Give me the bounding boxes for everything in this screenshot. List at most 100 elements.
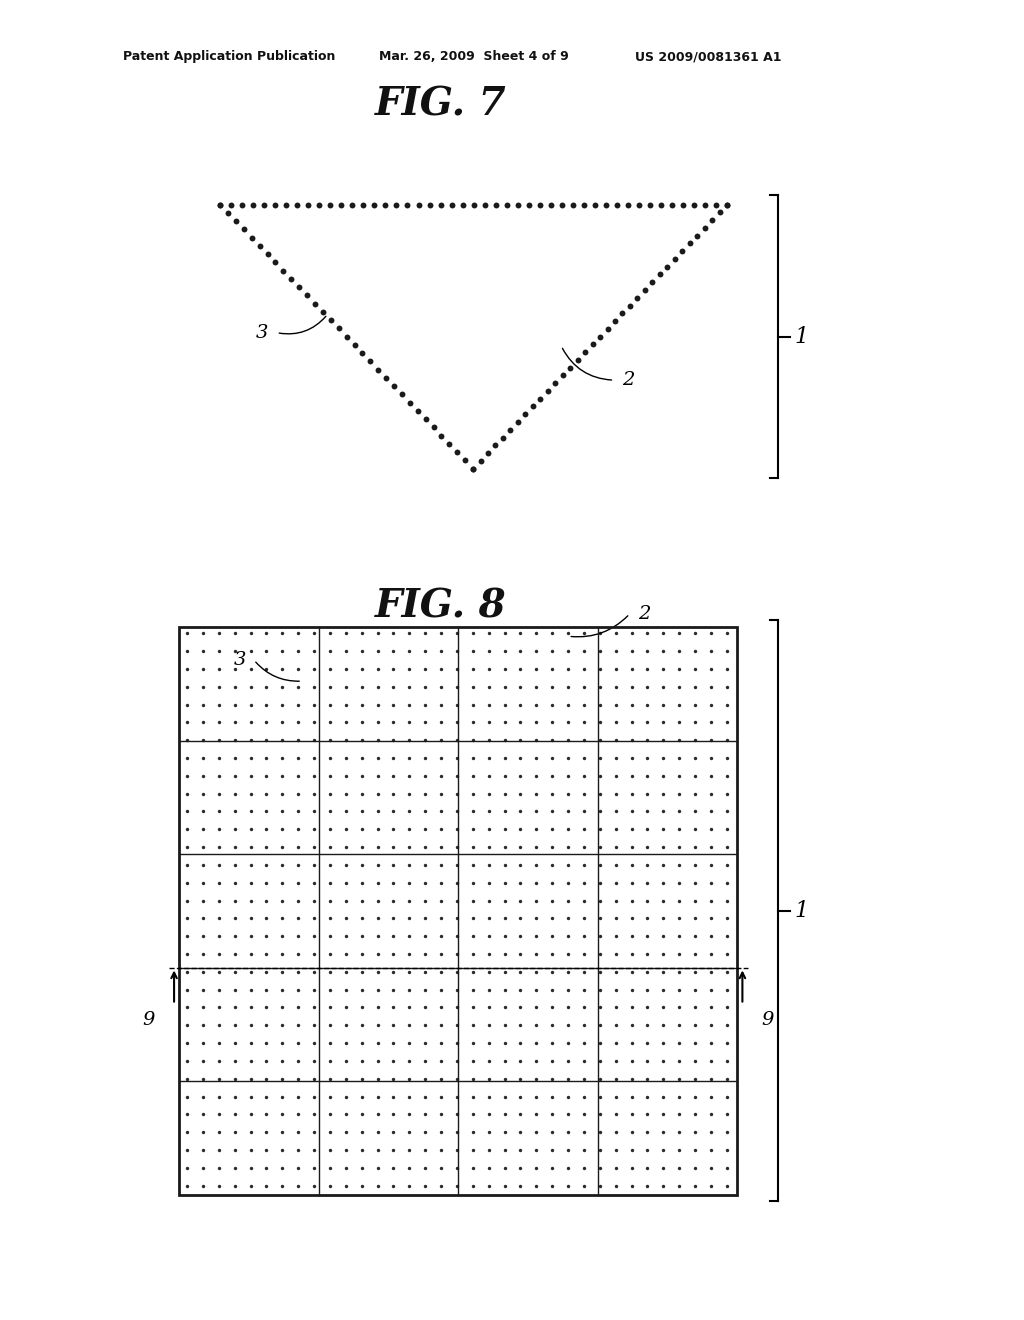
Point — [702, 961, 719, 982]
Point — [555, 364, 571, 385]
Point — [306, 640, 323, 661]
Point — [179, 1158, 196, 1179]
Point — [512, 730, 528, 751]
Point — [667, 248, 683, 269]
Point — [243, 747, 259, 768]
Point — [322, 694, 338, 715]
Point — [306, 1086, 323, 1107]
Point — [226, 1158, 243, 1179]
Point — [655, 961, 672, 982]
Text: 2: 2 — [623, 371, 635, 389]
Point — [655, 925, 672, 946]
Point — [385, 766, 401, 787]
Point — [719, 908, 735, 929]
Point — [655, 766, 672, 787]
Point — [598, 194, 614, 215]
Point — [528, 1122, 545, 1143]
Point — [592, 676, 608, 697]
Point — [331, 318, 347, 339]
Point — [417, 1068, 433, 1089]
Point — [528, 801, 545, 822]
Point — [290, 730, 306, 751]
Point — [338, 837, 354, 858]
Point — [655, 1122, 672, 1143]
Point — [433, 908, 450, 929]
Point — [258, 711, 274, 733]
Point — [544, 890, 560, 911]
Point — [592, 801, 608, 822]
Point — [243, 873, 259, 894]
Point — [399, 194, 416, 215]
Point — [560, 1139, 577, 1160]
Point — [671, 1158, 687, 1179]
Point — [290, 979, 306, 1001]
Point — [306, 873, 323, 894]
Point — [179, 961, 196, 982]
Point — [607, 961, 624, 982]
Point — [322, 659, 338, 680]
Point — [353, 961, 370, 982]
Point — [671, 711, 687, 733]
Point — [497, 818, 513, 840]
Point — [644, 272, 660, 293]
Point — [655, 783, 672, 804]
Point — [306, 818, 323, 840]
Point — [575, 908, 592, 929]
Point — [560, 659, 577, 680]
Point — [687, 837, 703, 858]
Point — [544, 694, 560, 715]
Point — [671, 1051, 687, 1072]
Point — [687, 961, 703, 982]
Point — [671, 659, 687, 680]
Point — [671, 1139, 687, 1160]
Point — [607, 659, 624, 680]
Point — [226, 659, 243, 680]
Point — [211, 1032, 227, 1053]
Point — [385, 1175, 401, 1196]
Point — [639, 623, 655, 644]
Point — [702, 640, 719, 661]
Point — [290, 908, 306, 929]
Point — [306, 1051, 323, 1072]
Point — [226, 1015, 243, 1036]
Point — [179, 623, 196, 644]
Point — [306, 623, 323, 644]
Point — [544, 1068, 560, 1089]
Point — [370, 944, 386, 965]
Point — [274, 837, 291, 858]
Point — [560, 925, 577, 946]
Point — [338, 854, 354, 875]
Point — [544, 676, 560, 697]
Point — [258, 1051, 274, 1072]
Point — [528, 694, 545, 715]
Point — [449, 890, 465, 911]
Point — [719, 623, 735, 644]
Point — [370, 694, 386, 715]
Point — [338, 640, 354, 661]
Point — [575, 837, 592, 858]
Point — [607, 801, 624, 822]
Point — [223, 194, 240, 215]
Point — [433, 676, 450, 697]
Point — [702, 818, 719, 840]
Point — [417, 1104, 433, 1125]
Point — [421, 194, 437, 215]
Point — [560, 711, 577, 733]
Point — [449, 1158, 465, 1179]
Point — [385, 997, 401, 1018]
Point — [607, 944, 624, 965]
Point — [417, 783, 433, 804]
Point — [560, 944, 577, 965]
Point — [211, 1051, 227, 1072]
Point — [306, 711, 323, 733]
Point — [719, 890, 735, 911]
Point — [624, 801, 640, 822]
Point — [449, 1032, 465, 1053]
Point — [592, 766, 608, 787]
Point — [274, 979, 291, 1001]
Point — [512, 979, 528, 1001]
Point — [480, 944, 497, 965]
Point — [195, 818, 211, 840]
Point — [687, 659, 703, 680]
Point — [258, 623, 274, 644]
